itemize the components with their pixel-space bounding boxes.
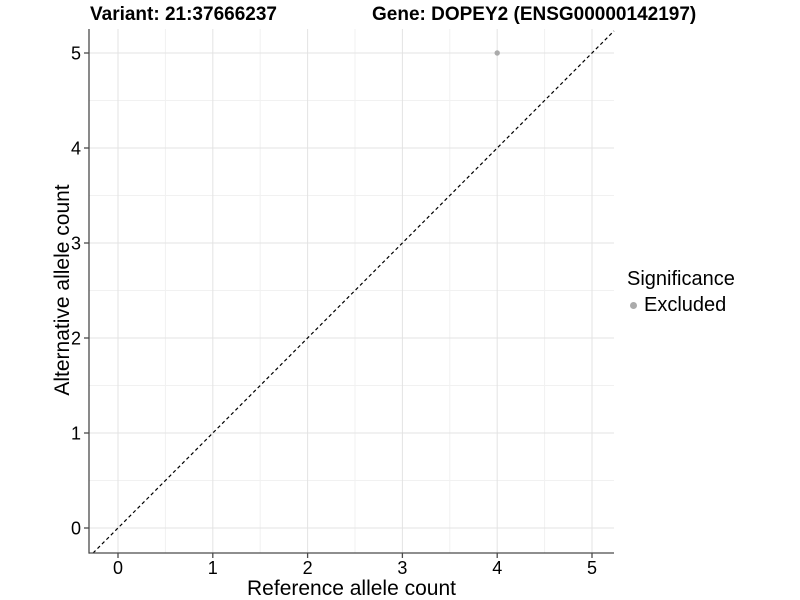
x-tick-label: 3	[397, 558, 407, 578]
legend-title: Significance	[627, 268, 735, 290]
data-points	[494, 50, 500, 56]
dashed-identity-line	[92, 30, 615, 554]
y-tick-label: 2	[71, 329, 81, 349]
data-point	[494, 50, 500, 56]
axis-tick-marks	[84, 52, 593, 558]
y-tick-label: 1	[71, 424, 81, 444]
x-tick-label: 1	[208, 558, 218, 578]
minor-gridlines	[89, 29, 614, 553]
variant-title: Variant: 21:37666237	[90, 4, 277, 25]
gene-title: Gene: DOPEY2 (ENSG00000142197)	[372, 4, 697, 25]
legend-point-icon	[630, 301, 637, 309]
y-tick-label: 3	[71, 234, 81, 254]
legend-item-label: Excluded	[644, 294, 727, 316]
y-tick-label: 4	[71, 139, 81, 159]
major-gridlines	[89, 29, 614, 553]
axis-lines	[88, 29, 614, 554]
y-tick-label: 0	[71, 519, 81, 539]
x-tick-label: 0	[113, 558, 123, 578]
y-axis-title: Alternative allele count	[51, 184, 74, 396]
y-tick-label: 5	[71, 44, 81, 64]
legend: Significance Excluded	[627, 267, 735, 317]
axis-tick-labels: 0 1 2 3 4 5 0 1 2 3 4 5	[71, 44, 597, 579]
x-tick-label: 4	[492, 558, 502, 578]
x-tick-label: 5	[587, 558, 597, 578]
legend-item-excluded: Excluded	[627, 293, 735, 317]
identity-dashed-line	[92, 30, 615, 554]
x-tick-label: 2	[303, 558, 313, 578]
x-axis-title: Reference allele count	[247, 577, 456, 600]
